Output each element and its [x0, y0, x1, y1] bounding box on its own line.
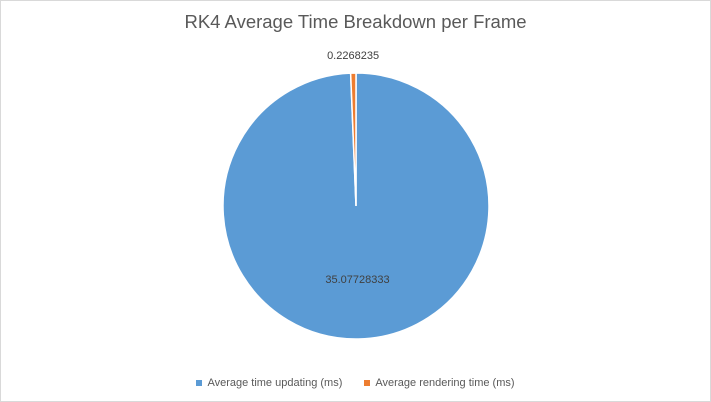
data-label-updating: 35.07728333 — [325, 274, 389, 286]
pie-slice-rendering — [349, 72, 357, 207]
legend-item-updating: Average time updating (ms) — [196, 377, 342, 389]
chart-title: RK4 Average Time Breakdown per Frame — [184, 11, 527, 32]
legend-item-rendering: Average rendering time (ms) — [364, 377, 515, 389]
legend-label-rendering: Average rendering time (ms) — [375, 377, 515, 389]
legend-swatch-rendering — [364, 380, 371, 386]
legend-label-updating: Average time updating (ms) — [207, 377, 343, 389]
legend-swatch-updating — [196, 380, 203, 386]
data-label-rendering: 0.2268235 — [327, 50, 379, 62]
legend: Average time updating (ms) Average rende… — [1, 377, 710, 389]
